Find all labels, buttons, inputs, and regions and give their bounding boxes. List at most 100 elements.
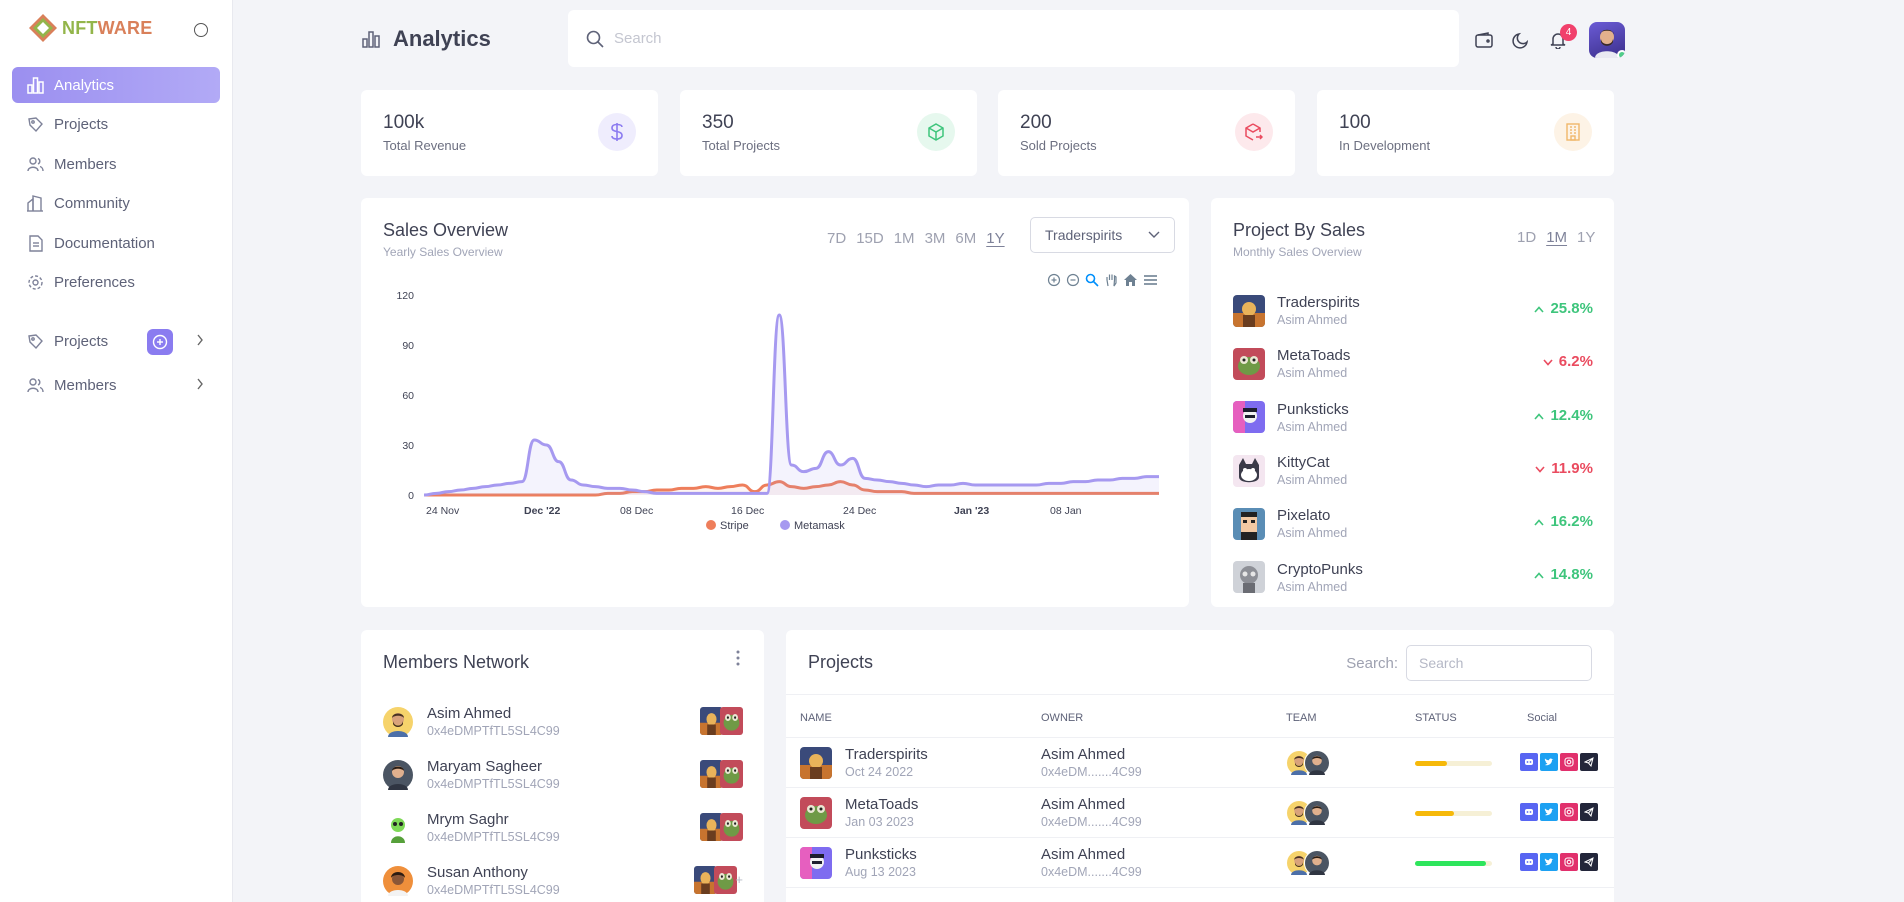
magnifier-icon[interactable] — [1085, 273, 1099, 287]
pan-hand-icon[interactable] — [1104, 273, 1118, 287]
stat-label: In Development — [1339, 138, 1431, 153]
range-1m[interactable]: 1M — [893, 230, 915, 247]
stat-label: Total Projects — [702, 138, 781, 153]
avatar — [383, 706, 413, 737]
menu-icon[interactable] — [1143, 274, 1158, 286]
sidebar-group-projects[interactable]: Projects — [12, 322, 220, 360]
range-1d[interactable]: 1D — [1517, 229, 1537, 246]
project-sales-row[interactable]: MetaToads Asim Ahmed 6.2% — [1233, 337, 1593, 390]
users-icon — [26, 155, 44, 173]
project-name: Traderspirits — [1277, 294, 1360, 312]
instagram-icon[interactable] — [1560, 853, 1578, 871]
member-row[interactable]: Asim Ahmed 0x4eDMPTfTL5SL4C99 — [383, 695, 743, 748]
table-row[interactable]: MetaToads Jan 03 2023 Asim Ahmed 0x4eDM.… — [786, 788, 1614, 838]
table-row[interactable]: Punksticks Aug 13 2023 Asim Ahmed 0x4eDM… — [786, 838, 1614, 888]
member-name: Maryam Sagheer — [427, 758, 543, 775]
discord-icon[interactable] — [1520, 803, 1538, 821]
legend-label: Metamask — [794, 520, 845, 532]
avatar — [383, 865, 413, 896]
range-1y[interactable]: 1Y — [1577, 229, 1596, 246]
project-date: Jan 03 2023 — [845, 815, 914, 829]
range-15d[interactable]: 15D — [856, 230, 884, 247]
project-name: MetaToads — [845, 796, 919, 813]
project-select[interactable]: Traderspirits — [1030, 217, 1175, 253]
team-avatars — [1286, 850, 1330, 876]
status-progress-fill — [1415, 811, 1454, 816]
table-search-input[interactable] — [1406, 645, 1592, 681]
series-line — [423, 313, 1159, 497]
kebab-menu-icon[interactable] — [736, 650, 740, 666]
project-select-value: Traderspirits — [1045, 227, 1123, 243]
sidebar-toggle-button[interactable] — [194, 23, 208, 37]
range-1y[interactable]: 1Y — [986, 230, 1005, 247]
avatar — [1304, 750, 1330, 776]
column-header-status[interactable]: STATUS — [1415, 712, 1457, 724]
telegram-icon[interactable] — [1580, 753, 1598, 771]
range-7d[interactable]: 7D — [827, 230, 847, 247]
card-subtitle: Yearly Sales Overview — [383, 245, 503, 259]
bell-icon[interactable]: 4 — [1548, 24, 1577, 50]
column-header-name[interactable]: NAME — [800, 712, 832, 724]
moon-icon[interactable] — [1511, 30, 1531, 50]
member-row[interactable]: Mrym Saghr 0x4eDMPTfTL5SL4C99 — [383, 801, 743, 854]
arrow-up-icon — [1534, 566, 1545, 583]
project-thumbnail — [1233, 561, 1265, 594]
telegram-icon[interactable] — [1580, 803, 1598, 821]
online-status-dot — [1617, 50, 1625, 58]
discord-icon[interactable] — [1520, 853, 1538, 871]
telegram-icon[interactable] — [1580, 853, 1598, 871]
sidebar-item-documentation[interactable]: Documentation — [12, 225, 220, 261]
search-input[interactable] — [614, 30, 1434, 47]
home-icon[interactable] — [1123, 273, 1138, 287]
x-tick-label: 16 Dec — [731, 505, 764, 517]
sales-change: 12.4% — [1534, 407, 1593, 424]
series-line — [424, 480, 1159, 497]
zoom-out-icon[interactable] — [1066, 273, 1080, 287]
discord-icon[interactable] — [1520, 753, 1538, 771]
arrow-down-icon — [1543, 353, 1553, 370]
twitter-icon[interactable] — [1540, 803, 1558, 821]
zoom-in-icon[interactable] — [1047, 273, 1061, 287]
column-header-social[interactable]: Social — [1527, 712, 1557, 724]
sidebar-group-members[interactable]: Members — [12, 366, 220, 404]
range-1m[interactable]: 1M — [1546, 229, 1568, 246]
stat-card-revenue: 100k Total Revenue — [361, 90, 658, 176]
sidebar-item-projects[interactable]: Projects — [12, 107, 220, 143]
card-subtitle: Monthly Sales Overview — [1233, 245, 1362, 259]
project-owner: Asim Ahmed — [1277, 579, 1348, 594]
y-tick-label: 0 — [408, 490, 414, 502]
project-sales-row[interactable]: Punksticks Asim Ahmed 12.4% — [1233, 391, 1593, 444]
member-row[interactable]: Susan Anthony 0x4eDMPTfTL5SL4C99 + — [383, 854, 743, 902]
project-sales-row[interactable]: KittyCat Asim Ahmed 11.9% — [1233, 444, 1593, 497]
range-6m[interactable]: 6M — [955, 230, 977, 247]
sidebar-item-community[interactable]: Community — [12, 186, 220, 222]
column-header-owner[interactable]: OWNER — [1041, 712, 1084, 724]
wallet-icon[interactable] — [1474, 30, 1494, 50]
sales-change-value: 14.8% — [1550, 566, 1593, 584]
instagram-icon[interactable] — [1560, 803, 1578, 821]
community-icon — [26, 195, 44, 213]
column-header-team[interactable]: TEAM — [1286, 712, 1317, 724]
twitter-icon[interactable] — [1540, 753, 1558, 771]
chevron-right-icon[interactable] — [196, 377, 204, 393]
owner-address: 0x4eDM.......4C99 — [1041, 865, 1142, 879]
sales-change: 14.8% — [1534, 566, 1593, 583]
project-thumbnail — [1233, 401, 1265, 434]
chevron-right-icon[interactable] — [196, 333, 204, 349]
app-logo[interactable]: NFTWARE — [28, 13, 152, 43]
project-sales-row[interactable]: CryptoPunks Asim Ahmed 14.8% — [1233, 550, 1593, 603]
sidebar-item-analytics[interactable]: Analytics — [12, 67, 220, 103]
owner-name: Asim Ahmed — [1041, 796, 1126, 813]
project-thumbnail — [800, 747, 832, 779]
member-row[interactable]: Maryam Sagheer 0x4eDMPTfTL5SL4C99 — [383, 748, 743, 801]
twitter-icon[interactable] — [1540, 853, 1558, 871]
user-avatar[interactable] — [1589, 22, 1625, 58]
project-sales-row[interactable]: Traderspirits Asim Ahmed 25.8% — [1233, 284, 1593, 337]
project-sales-row[interactable]: Pixelato Asim Ahmed 16.2% — [1233, 497, 1593, 550]
range-3m[interactable]: 3M — [924, 230, 946, 247]
instagram-icon[interactable] — [1560, 753, 1578, 771]
add-project-button[interactable] — [147, 329, 173, 355]
table-row[interactable]: Traderspirits Oct 24 2022 Asim Ahmed 0x4… — [786, 738, 1614, 788]
sidebar-item-preferences[interactable]: Preferences — [12, 265, 220, 301]
sidebar-item-members[interactable]: Members — [12, 146, 220, 182]
